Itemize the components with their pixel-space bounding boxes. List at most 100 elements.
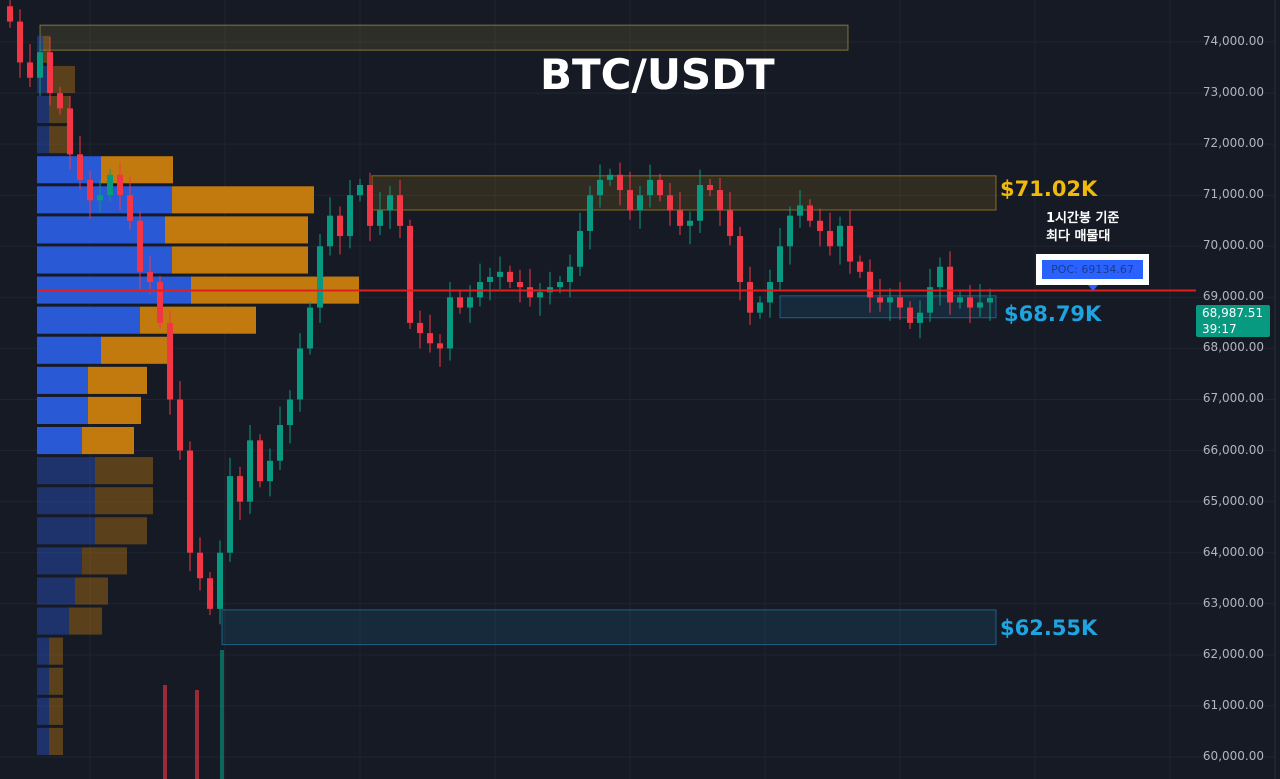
y-tick-label: 63,000.00	[1202, 595, 1264, 610]
candle-body	[847, 225, 853, 262]
poc-label-box: POC: 69134.67	[1036, 254, 1149, 285]
price-zone	[779, 295, 997, 319]
candle-body	[737, 236, 743, 283]
candle-body	[807, 205, 813, 221]
candle-body	[667, 195, 673, 211]
volume-bar	[163, 685, 167, 779]
candle-body	[467, 297, 473, 308]
annotation-line1: 1시간봉 기준	[1046, 211, 1120, 226]
profile-sell-bar	[49, 727, 63, 755]
candle-body	[887, 297, 893, 303]
candle-body	[287, 399, 293, 426]
profile-buy-bar	[37, 727, 49, 755]
profile-buy-bar	[37, 667, 49, 695]
candle-body	[837, 225, 843, 247]
candle-body	[577, 230, 583, 267]
y-tick-label: 73,000.00	[1202, 85, 1264, 100]
profile-buy-bar	[37, 336, 101, 364]
profile-sell-bar	[49, 637, 63, 665]
candle-body	[387, 195, 393, 211]
countdown: 39:17	[1202, 322, 1237, 336]
profile-sell-bar	[82, 547, 127, 575]
profile-buy-bar	[37, 306, 140, 334]
candle-body	[167, 322, 173, 400]
profile-buy-bar	[37, 607, 69, 635]
profile-sell-bar	[165, 216, 308, 244]
candle-body	[367, 184, 373, 226]
candle-body	[117, 174, 123, 196]
y-tick-label: 64,000.00	[1202, 544, 1264, 559]
candle-body	[717, 190, 723, 211]
candle-body	[557, 282, 563, 288]
candle-body	[527, 287, 533, 298]
candle-body	[77, 154, 83, 180]
price-zone	[371, 175, 997, 211]
candle-body	[947, 266, 953, 303]
y-tick-label: 70,000.00	[1202, 238, 1264, 253]
candle-body	[767, 282, 773, 303]
candle-body	[317, 246, 323, 308]
candle-body	[907, 307, 913, 323]
candle-body	[377, 210, 383, 226]
annotation-note: 1시간봉 기준 최다 매물대	[1046, 210, 1119, 246]
profile-sell-bar	[49, 697, 63, 725]
candle-body	[297, 348, 303, 400]
profile-buy-bar	[37, 156, 101, 184]
candle-body	[457, 297, 463, 308]
candle-body	[597, 179, 603, 196]
candle-body	[927, 287, 933, 313]
profile-buy-bar	[37, 126, 49, 154]
profile-sell-bar	[49, 126, 70, 154]
profile-buy-bar	[37, 487, 95, 515]
candle-body	[797, 205, 803, 216]
candle-body	[197, 552, 203, 579]
candle-body	[917, 312, 923, 323]
candle-body	[977, 302, 983, 308]
candle-body	[87, 179, 93, 201]
profile-sell-bar	[95, 517, 147, 545]
y-tick-label: 69,000.00	[1202, 289, 1264, 304]
annotation-line2: 최다 매물대	[1046, 229, 1111, 244]
candle-body	[247, 440, 253, 502]
candle-body	[307, 307, 313, 349]
y-tick-label: 60,000.00	[1202, 748, 1264, 763]
profile-buy-bar	[37, 186, 172, 214]
candle-body	[707, 184, 713, 191]
candle-body	[487, 276, 493, 283]
profile-buy-bar	[37, 216, 165, 244]
candle-body	[397, 195, 403, 226]
profile-buy-bar	[37, 457, 95, 485]
candle-body	[447, 297, 453, 349]
candle-body	[27, 62, 33, 78]
candle-body	[827, 230, 833, 247]
candle-body	[327, 215, 333, 247]
candle-body	[347, 195, 353, 237]
profile-buy-bar	[37, 637, 49, 665]
candle-body	[47, 52, 53, 94]
profile-sell-bar	[75, 577, 108, 605]
y-tick-label: 71,000.00	[1202, 187, 1264, 202]
profile-buy-bar	[37, 246, 172, 274]
chart-title: BTC/USDT	[540, 50, 775, 99]
candle-body	[217, 552, 223, 609]
candle-body	[727, 210, 733, 237]
profile-buy-bar	[37, 577, 75, 605]
candle-body	[937, 266, 943, 288]
poc-pointer	[1088, 285, 1098, 291]
poc-label: POC: 69134.67	[1042, 260, 1143, 279]
profile-buy-bar	[37, 96, 49, 124]
candle-body	[277, 425, 283, 461]
profile-sell-bar	[49, 667, 63, 695]
candle-body	[207, 578, 213, 609]
profile-sell-bar	[43, 35, 50, 63]
candle-body	[677, 210, 683, 226]
candle-body	[537, 292, 543, 298]
candle-body	[497, 271, 503, 277]
profile-sell-bar	[69, 607, 102, 635]
candle-body	[517, 282, 523, 288]
price-zone	[221, 609, 997, 646]
profile-buy-bar	[37, 547, 82, 575]
candle-body	[177, 399, 183, 451]
candle-body	[67, 108, 73, 155]
